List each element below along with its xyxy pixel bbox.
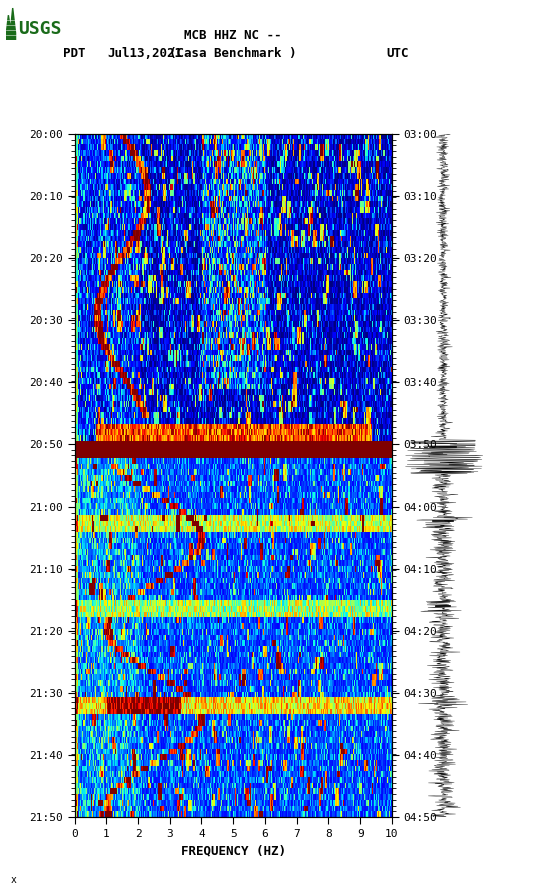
X-axis label: FREQUENCY (HZ): FREQUENCY (HZ)	[181, 845, 286, 857]
Text: MCB HHZ NC --: MCB HHZ NC --	[184, 29, 282, 42]
Text: UTC: UTC	[386, 47, 409, 60]
Text: Jul13,2021: Jul13,2021	[108, 47, 183, 60]
Text: x: x	[11, 874, 17, 885]
Text: (Casa Benchmark ): (Casa Benchmark )	[169, 47, 297, 60]
Polygon shape	[6, 8, 15, 40]
Text: PDT: PDT	[63, 47, 86, 60]
Text: USGS: USGS	[18, 21, 62, 38]
